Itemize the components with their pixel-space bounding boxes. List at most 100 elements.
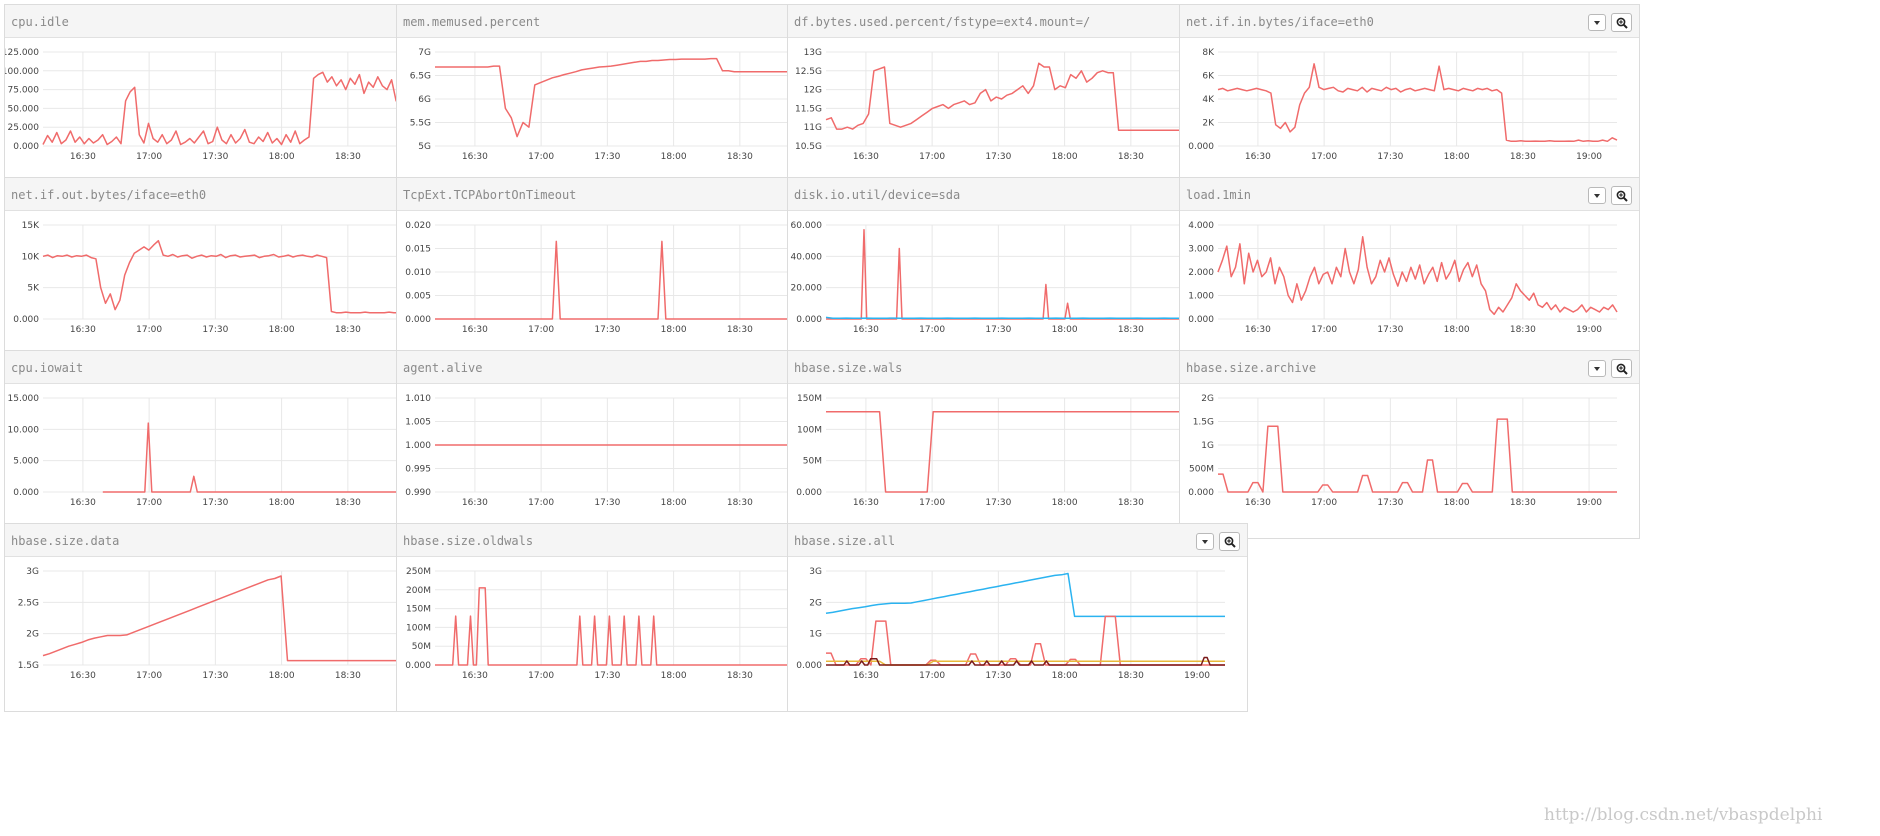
y-tick-label: 150M — [797, 394, 822, 404]
panel-title: net.if.out.bytes/iface=eth0 — [11, 188, 207, 202]
chart-panel: hbase.size.data 1.5G 2G 2.5G 3G 16:30 17:00 17:… — [4, 523, 465, 712]
x-tick-label: 19:00 — [1576, 325, 1602, 335]
x-tick-label: 18:00 — [269, 671, 295, 681]
y-tick-label: 15.000 — [8, 394, 40, 404]
zoom-button[interactable] — [1611, 186, 1632, 205]
chart-panel: hbase.size.archive 0.000 500M 1G 1.5G 2G 16:30… — [1179, 350, 1640, 539]
x-tick-label: 16:30 — [462, 498, 488, 508]
panel-title: hbase.size.archive — [1186, 361, 1317, 375]
panel-title: cpu.idle — [11, 15, 69, 29]
y-tick-label: 2.000 — [1188, 268, 1214, 278]
series-line-archive — [826, 615, 1225, 666]
series-line-oldwals — [435, 572, 834, 666]
x-tick-label: 18:00 — [1052, 152, 1078, 162]
panel-header: net.if.in.bytes/iface=eth0 — [1180, 5, 1639, 38]
y-tick-label: 60.000 — [791, 221, 823, 231]
panel-menu-button[interactable] — [1588, 187, 1606, 204]
x-tick-label: 16:30 — [462, 325, 488, 335]
x-tick-label: 16:30 — [853, 498, 879, 508]
series-line-archive — [1218, 418, 1617, 493]
y-tick-label: 250M — [406, 567, 431, 577]
panel-title: hbase.size.data — [11, 534, 120, 548]
series-line-in — [1217, 63, 1618, 143]
chart-panel: net.if.in.bytes/iface=eth0 0.000 2K 4K 6K 8K 1… — [1179, 4, 1640, 193]
x-tick-label: 18:30 — [1118, 498, 1144, 508]
y-tick-label: 5.000 — [13, 457, 39, 467]
x-tick-label: 18:00 — [269, 152, 295, 162]
y-tick-label: 2G — [809, 598, 822, 608]
y-tick-label: 100M — [797, 425, 822, 435]
x-tick-label: 16:30 — [853, 671, 879, 681]
y-tick-label: 1G — [1201, 441, 1214, 451]
panel-header: hbase.size.archive — [1180, 351, 1639, 384]
y-tick-label: 0.990 — [405, 488, 431, 498]
panel-title: cpu.iowait — [11, 361, 84, 375]
y-tick-label: 0.000 — [796, 661, 822, 671]
y-tick-label: 200M — [406, 586, 431, 596]
series-line-data — [42, 575, 442, 662]
y-tick-label: 1.010 — [405, 394, 431, 404]
x-tick-label: 16:30 — [462, 152, 488, 162]
x-tick-label: 18:30 — [335, 152, 361, 162]
chart-panel: mem.memused.percent 5G 5.5G 6G 6.5G 7G 16:30 17… — [396, 4, 857, 193]
panel-menu-button[interactable] — [1588, 360, 1606, 377]
x-tick-label: 16:30 — [853, 325, 879, 335]
panel-title: load.1min — [1186, 188, 1252, 202]
chart-panel: cpu.iowait 0.000 5.000 10.000 15.000 16:30 17:… — [4, 350, 465, 539]
chart-panel: net.if.out.bytes/iface=eth0 0.000 5K 10K 15K… — [4, 177, 465, 366]
y-tick-label: 10.000 — [8, 425, 40, 435]
x-tick-label: 18:00 — [1052, 325, 1078, 335]
x-tick-label: 18:30 — [1510, 325, 1536, 335]
series-line-io-other — [825, 316, 1226, 319]
chart-panel: hbase.size.all 0.000 1G 2G 3G 16:30 17:00 17:30… — [787, 523, 1248, 712]
y-tick-label: 0.015 — [405, 245, 431, 255]
chart-panel: TcpExt.TCPAbortOnTimeout 0.000 0.005 0.010 0… — [396, 177, 857, 366]
x-tick-label: 16:30 — [70, 325, 96, 335]
zoom-button[interactable] — [1611, 359, 1632, 378]
x-tick-label: 17:30 — [1377, 152, 1403, 162]
series-line-df — [825, 62, 1225, 138]
zoom-button[interactable] — [1219, 532, 1240, 551]
panel-menu-button[interactable] — [1196, 533, 1214, 550]
chart-panel: disk.io.util/device=sda 0.000 20.000 40.000… — [787, 177, 1248, 366]
line-chart: 0.000 2K 4K 6K 8K 16:30 17:00 17:30 18:00 18:30 19… — [1188, 48, 1618, 162]
x-tick-label: 17:00 — [136, 498, 162, 508]
y-tick-label: 100M — [406, 623, 431, 633]
y-tick-label: 0.020 — [405, 221, 431, 231]
x-tick-label: 16:30 — [1245, 325, 1271, 335]
x-tick-label: 18:30 — [727, 498, 753, 508]
y-tick-label: 1G — [809, 630, 822, 640]
x-tick-label: 17:30 — [594, 498, 620, 508]
y-tick-label: 7G — [418, 48, 431, 58]
x-tick-label: 17:00 — [528, 498, 554, 508]
series-line-io-util — [826, 228, 1225, 320]
line-chart: 0.000 25.000 50.000 75.000 100.000 125.000 16:… — [5, 48, 443, 162]
x-tick-label: 17:30 — [985, 498, 1011, 508]
x-tick-label: 17:00 — [1311, 325, 1337, 335]
x-tick-label: 18:30 — [1118, 325, 1144, 335]
x-tick-label: 16:30 — [853, 152, 879, 162]
zoom-button[interactable] — [1611, 13, 1632, 32]
x-tick-label: 18:30 — [1118, 152, 1144, 162]
line-chart: 0.000 20.000 40.000 60.000 16:30 17:00 17:30 18… — [791, 221, 1226, 335]
x-tick-label: 16:30 — [70, 152, 96, 162]
line-chart: 0.000 1G 2G 3G 16:30 17:00 17:30 18:00 18:30 19:0… — [796, 567, 1225, 681]
chevron-down-icon — [1594, 20, 1600, 25]
x-tick-label: 17:00 — [1311, 498, 1337, 508]
x-tick-label: 17:30 — [1377, 325, 1403, 335]
line-chart: 0.000 500M 1G 1.5G 2G 16:30 17:00 17:30 18:00 18:… — [1188, 394, 1617, 508]
panel-menu-button[interactable] — [1588, 14, 1606, 31]
y-tick-label: 2G — [1201, 394, 1214, 404]
x-tick-label: 18:30 — [727, 671, 753, 681]
y-tick-label: 0.000 — [13, 142, 39, 152]
y-tick-label: 0.000 — [1188, 142, 1214, 152]
chevron-down-icon — [1202, 539, 1208, 544]
y-tick-label: 1.5G — [1193, 418, 1214, 428]
x-tick-label: 18:30 — [1510, 152, 1536, 162]
x-tick-label: 18:00 — [1052, 498, 1078, 508]
y-tick-label: 0.010 — [405, 268, 431, 278]
x-tick-label: 17:00 — [528, 325, 554, 335]
y-tick-label: 3G — [26, 567, 39, 577]
x-tick-label: 17:00 — [919, 498, 945, 508]
x-tick-label: 18:30 — [335, 325, 361, 335]
